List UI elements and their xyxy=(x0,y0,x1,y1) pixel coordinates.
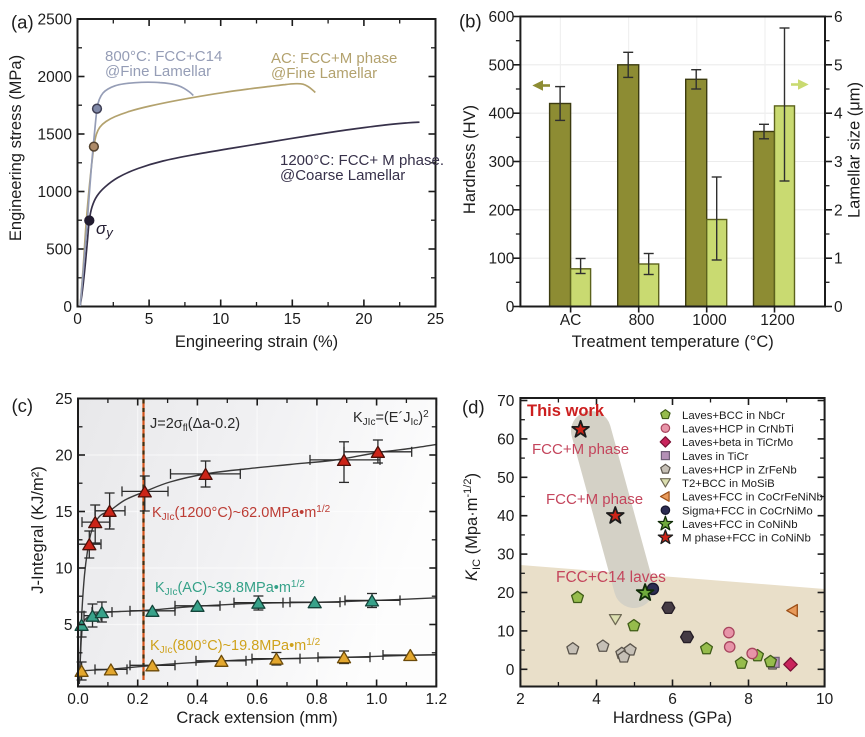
svg-text:AC: AC xyxy=(560,312,582,329)
svg-text:20: 20 xyxy=(497,585,515,602)
svg-text:Hardness (HV): Hardness (HV) xyxy=(461,105,479,214)
svg-text:σy: σy xyxy=(96,219,114,240)
svg-text:10: 10 xyxy=(497,623,515,640)
svg-text:FCC+M phase: FCC+M phase xyxy=(532,441,629,458)
svg-text:Laves+HCP in CrNbTi: Laves+HCP in CrNbTi xyxy=(682,423,794,435)
svg-text:0: 0 xyxy=(73,311,82,328)
svg-text:Laves+FCC in CoNiNb: Laves+FCC in CoNiNb xyxy=(682,519,798,531)
svg-text:0.8: 0.8 xyxy=(306,691,328,708)
svg-text:2: 2 xyxy=(516,691,525,708)
svg-text:70: 70 xyxy=(497,393,515,410)
svg-text:1000: 1000 xyxy=(38,184,73,201)
svg-text:Hardness (GPa): Hardness (GPa) xyxy=(613,709,732,727)
svg-text:(a): (a) xyxy=(11,12,34,33)
svg-text:30: 30 xyxy=(497,547,515,564)
svg-text:3: 3 xyxy=(834,154,843,171)
svg-text:J=2σfl(Δa-0.2): J=2σfl(Δa-0.2) xyxy=(150,416,240,434)
svg-text:(d): (d) xyxy=(462,397,485,418)
svg-text:Engineering stress (MPa): Engineering stress (MPa) xyxy=(7,55,25,241)
svg-text:8: 8 xyxy=(744,691,753,708)
svg-text:Engineering strain (%): Engineering strain (%) xyxy=(175,333,338,351)
svg-text:100: 100 xyxy=(489,251,515,268)
svg-text:800°C: FCC+C14: 800°C: FCC+C14 xyxy=(105,48,222,65)
svg-text:Laves+BCC in NbCr: Laves+BCC in NbCr xyxy=(682,410,785,422)
svg-text:0: 0 xyxy=(506,662,515,679)
svg-text:KJIc(800°C)~19.8MPa•m1/2: KJIc(800°C)~19.8MPa•m1/2 xyxy=(150,637,321,656)
svg-text:0: 0 xyxy=(834,299,843,316)
svg-text:Treatment temperature (°C): Treatment temperature (°C) xyxy=(572,333,774,351)
svg-text:Laves+beta in TiCrMo: Laves+beta in TiCrMo xyxy=(682,437,793,449)
svg-text:500: 500 xyxy=(489,57,515,74)
svg-text:Lamellar size (μm): Lamellar size (μm) xyxy=(846,82,864,218)
svg-text:1: 1 xyxy=(834,251,843,268)
svg-text:@Fine Lamellar: @Fine Lamellar xyxy=(271,65,377,82)
svg-text:60: 60 xyxy=(497,431,515,448)
svg-text:5: 5 xyxy=(145,311,154,328)
svg-text:200: 200 xyxy=(489,202,515,219)
svg-text:300: 300 xyxy=(489,154,515,171)
svg-text:400: 400 xyxy=(489,106,515,123)
svg-text:0: 0 xyxy=(63,299,72,316)
svg-text:This work: This work xyxy=(527,402,605,420)
svg-text:500: 500 xyxy=(46,242,72,259)
svg-text:(c): (c) xyxy=(12,395,34,416)
svg-text:KJIc(AC)~39.8MPa•m1/2: KJIc(AC)~39.8MPa•m1/2 xyxy=(155,579,305,598)
svg-text:1.2: 1.2 xyxy=(426,691,448,708)
svg-text:15: 15 xyxy=(284,311,301,328)
svg-text:40: 40 xyxy=(497,508,515,525)
svg-text:M phase+FCC in CoNiNb: M phase+FCC in CoNiNb xyxy=(682,533,811,545)
svg-text:10: 10 xyxy=(816,691,834,708)
svg-text:FCC+M phase: FCC+M phase xyxy=(546,491,643,508)
svg-text:2: 2 xyxy=(834,202,843,219)
svg-text:0.2: 0.2 xyxy=(127,691,149,708)
svg-text:0.0: 0.0 xyxy=(67,691,89,708)
svg-text:AC: FCC+M phase: AC: FCC+M phase xyxy=(271,50,397,67)
svg-text:0.4: 0.4 xyxy=(187,691,209,708)
svg-text:25: 25 xyxy=(427,311,444,328)
svg-text:10: 10 xyxy=(55,561,73,578)
svg-text:@Coarse Lamellar: @Coarse Lamellar xyxy=(280,167,405,184)
svg-text:Crack extension (mm): Crack extension (mm) xyxy=(176,709,337,727)
svg-text:800: 800 xyxy=(629,312,655,329)
svg-text:FCC+C14 laves: FCC+C14 laves xyxy=(556,569,666,586)
svg-text:10: 10 xyxy=(212,311,230,328)
svg-text:25: 25 xyxy=(55,391,72,408)
svg-text:50: 50 xyxy=(497,470,515,487)
svg-text:2500: 2500 xyxy=(38,12,73,29)
svg-text:KJIc(1200°C)~62.0MPa•m1/2: KJIc(1200°C)~62.0MPa•m1/2 xyxy=(152,504,331,523)
svg-text:20: 20 xyxy=(355,311,373,328)
svg-text:6: 6 xyxy=(834,9,843,26)
svg-text:4: 4 xyxy=(592,691,601,708)
svg-text:@Fine Lamellar: @Fine Lamellar xyxy=(105,63,211,80)
svg-text:T2+BCC in MoSiB: T2+BCC in MoSiB xyxy=(682,478,775,490)
svg-text:15: 15 xyxy=(55,504,72,521)
svg-text:5: 5 xyxy=(64,617,73,634)
svg-text:1200: 1200 xyxy=(760,312,795,329)
svg-text:0: 0 xyxy=(506,299,515,316)
svg-text:Laves+FCC in CoCrFeNiNb: Laves+FCC in CoCrFeNiNb xyxy=(682,492,823,504)
svg-text:(b): (b) xyxy=(459,11,482,32)
svg-text:6: 6 xyxy=(668,691,677,708)
svg-text:KIC (Mpa·m-1/2): KIC (Mpa·m-1/2) xyxy=(462,473,483,581)
svg-text:600: 600 xyxy=(489,9,515,26)
svg-text:J-Integral (KJ/m²): J-Integral (KJ/m²) xyxy=(29,466,47,593)
svg-text:1000: 1000 xyxy=(692,312,727,329)
svg-text:20: 20 xyxy=(55,448,73,465)
svg-text:1500: 1500 xyxy=(38,127,73,144)
svg-text:Sigma+FCC in CoCrNiMo: Sigma+FCC in CoCrNiMo xyxy=(682,505,813,517)
svg-text:4: 4 xyxy=(834,106,843,123)
svg-text:5: 5 xyxy=(834,57,843,74)
svg-text:1.0: 1.0 xyxy=(366,691,388,708)
svg-text:Laves in TiCr: Laves in TiCr xyxy=(682,451,749,463)
svg-text:0.6: 0.6 xyxy=(246,691,268,708)
svg-text:1200°C: FCC+ M phase.: 1200°C: FCC+ M phase. xyxy=(280,152,444,169)
svg-text:Laves+HCP in ZrFeNb: Laves+HCP in ZrFeNb xyxy=(682,464,797,476)
svg-text:2000: 2000 xyxy=(38,69,73,86)
